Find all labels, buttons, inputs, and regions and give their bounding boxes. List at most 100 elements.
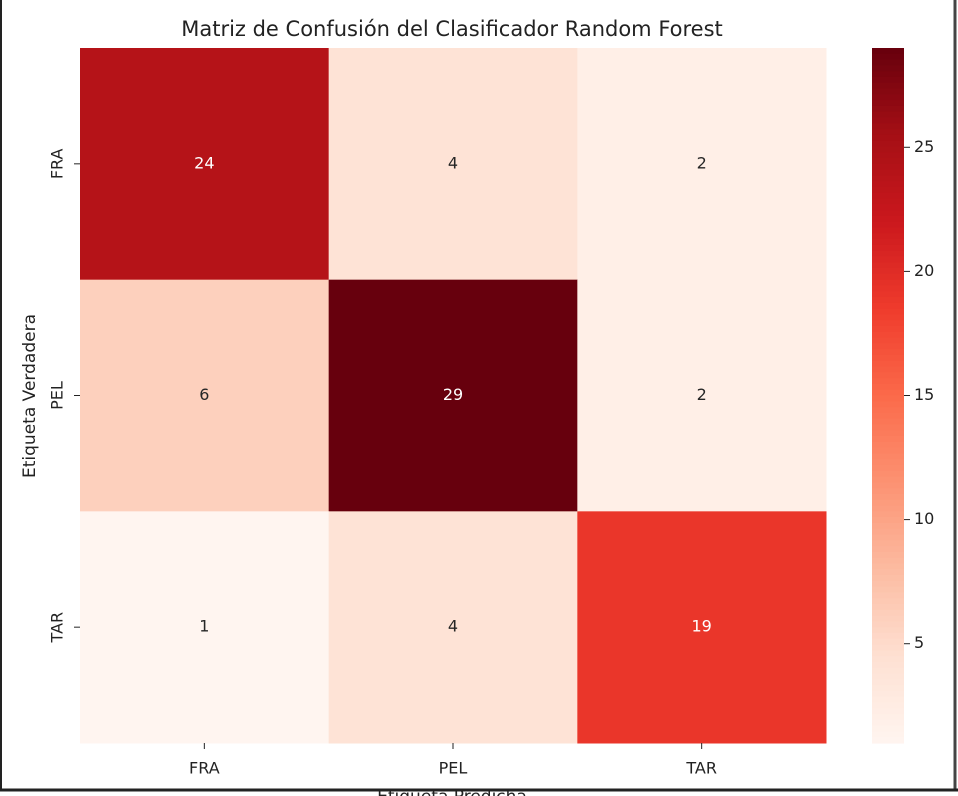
colorbar-segment [872,383,904,391]
cell-annotation: 19 [691,617,711,636]
colorbar-segment [872,493,904,501]
colorbar-segment [872,262,904,269]
colorbar-segment [872,488,904,495]
colorbar-segment [872,725,904,733]
colorbar-segment [872,105,904,113]
colorbar-segment [872,65,904,72]
colorbar-segment [872,181,904,188]
heatmap-cell [328,48,578,281]
colorbar-segment [872,731,904,738]
colorbar-segment [872,291,904,298]
colorbar-segment [872,395,904,402]
colorbar-tick-label: 5 [914,633,924,652]
colorbar-segment [872,511,904,518]
colorbar-segment [872,465,904,472]
colorbar-segment [872,163,904,171]
colorbar-segment [872,389,904,397]
colorbar-segment [872,343,904,350]
colorbar-segment [872,621,904,628]
colorbar-segment [872,273,904,281]
colorbar-segment [872,534,904,541]
cell-annotation: 2 [697,153,707,172]
y-axis-label: Etiqueta Verdadera [20,314,40,478]
y-tick-label: PEL [48,381,67,410]
colorbar-segment [872,702,904,709]
colorbar-segment [872,59,904,66]
colorbar-segment [872,563,904,570]
colorbar-segment [872,609,904,617]
colorbar-segment [872,366,904,373]
colorbar-segment [872,285,904,292]
heatmap-cell [577,48,827,281]
colorbar-segment [872,708,904,715]
colorbar-tick-label: 10 [914,509,934,528]
colorbar-segment [872,575,904,582]
colorbar-segment [872,320,904,327]
colorbar-segment [872,407,904,414]
chart-title: Matriz de Confusión del Clasificador Ran… [181,17,723,41]
colorbar-segment [872,378,904,385]
colorbar-segment [872,250,904,258]
cell-annotation: 4 [448,153,458,172]
x-tick-label: FRA [189,759,220,778]
x-tick-label: TAR [685,759,717,778]
colorbar-segment [872,100,904,107]
colorbar-segment [872,517,904,524]
colorbar-segment [872,685,904,692]
colorbar-segment [872,331,904,339]
colorbar-segment [872,470,904,478]
colorbar-segment [872,476,904,483]
colorbar-tick-label: 25 [914,137,934,156]
colorbar-segment [872,146,904,153]
colorbar-segment [872,569,904,576]
colorbar-segment [872,447,904,455]
cell-annotation: 2 [697,385,707,404]
colorbar-segment [872,453,904,460]
colorbar-segment [872,522,904,530]
colorbar-segment [872,615,904,622]
y-tick-label: FRA [48,148,67,179]
colorbar-segment [872,592,904,599]
colorbar-segment [872,337,904,344]
colorbar-segment [872,221,904,229]
colorbar-segment [872,459,904,466]
colorbar-segment [872,441,904,449]
colorbar-tick-label: 15 [914,385,934,404]
colorbar-segment [872,598,904,605]
colorbar-segment [872,586,904,594]
colorbar-segment [872,482,904,489]
cell-annotation: 24 [194,153,214,172]
colorbar-segment [872,632,904,640]
colorbar-segment [872,604,904,611]
colorbar-segment [872,140,904,148]
colorbar-segment [872,638,904,646]
colorbar-segment [872,210,904,217]
colorbar-segment [872,204,904,211]
colorbar-segment [872,326,904,333]
colorbar-segment [872,656,904,663]
colorbar-segment [872,679,904,686]
heatmap-cell [577,279,827,512]
colorbar-segment [872,690,904,698]
colorbar-segment [872,557,904,565]
colorbar-segment [872,297,904,304]
colorbar-segment [872,436,904,443]
colorbar-segment [872,239,904,246]
colorbar-segment [872,528,904,536]
colorbar-segment [872,82,904,90]
x-tick-label: PEL [439,759,468,778]
colorbar-segment [872,499,904,507]
colorbar-segment [872,187,904,194]
colorbar-segment [872,401,904,408]
colorbar-segment [872,76,904,84]
cell-annotation: 6 [199,385,209,404]
colorbar-segment [872,737,904,744]
colorbar-segment [872,129,904,136]
colorbar-segment [872,256,904,263]
colorbar-segment [872,244,904,252]
colorbar-segment [872,308,904,316]
cell-annotation: 4 [448,617,458,636]
colorbar-segment [872,714,904,721]
colorbar-segment [872,152,904,159]
